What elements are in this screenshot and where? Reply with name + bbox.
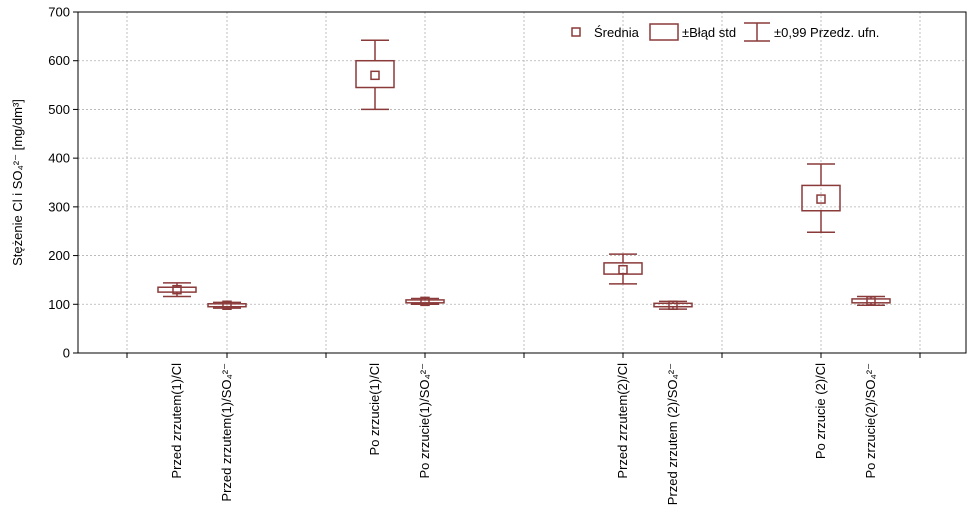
se-box [851,298,891,304]
axes [73,11,967,358]
legend-ci-label: ±0,99 Przedz. ufn. [774,25,879,40]
y-tick-label: 100 [48,297,70,312]
legend-mean-label: Średnia [594,25,640,40]
mean-marker [172,284,182,295]
mean-marker [866,296,876,306]
x-tick-label: Przed zrzutem(1)/Cl [169,363,184,479]
box-group [653,300,693,311]
legend-mean-marker [571,27,581,37]
y-tick-label: 700 [48,5,70,20]
y-axis-label: Stężenie Cl i SO₄²⁻ [mg/dm³] [10,99,25,266]
se-box [801,184,841,212]
se-box [355,59,395,89]
x-tick-label: Po zrzucie(1)/SO₄²⁻ [417,363,432,478]
x-tick-label: Po zrzucie(1)/Cl [367,363,382,456]
x-tick-label: Przed zrzutem(2)/Cl [615,363,630,479]
box-group [851,295,891,307]
box-group [801,163,841,233]
x-tick-label: Po zrzucie (2)/Cl [813,363,828,459]
x-tick-labels: Przed zrzutem(1)/Cl Przed zrzutem(1)/SO₄²… [169,363,878,505]
mean-marker [420,296,430,307]
y-tick-label: 200 [48,248,70,263]
plot-frame [77,11,967,354]
mean-marker [816,194,826,204]
y-tick-label: 300 [48,199,70,214]
x-tick-label: Po zrzucie(2)/SO₄²⁻ [863,363,878,478]
box-group [207,300,247,311]
mean-marker [618,264,628,275]
mean-marker [668,300,678,311]
se-box [653,302,693,308]
mean-marker [370,70,380,81]
box-group [603,253,643,285]
y-tick-label: 500 [48,102,70,117]
box-group [157,282,197,298]
y-tick-labels: 0 100 200 300 400 500 600 700 [48,5,70,361]
legend-se-label: ±Błąd std [682,25,736,40]
grid-lines [78,12,966,353]
y-tick-label: 600 [48,53,70,68]
legend-se-box [649,23,679,41]
x-tick-label: Przed zrzutem(1)/SO₄²⁻ [219,363,234,502]
box-group [355,39,395,111]
y-tick-label: 0 [63,346,70,361]
se-box [207,303,247,308]
se-box [157,286,197,293]
y-axis-title: Stężenie Cl i SO₄²⁻ [mg/dm³] [10,99,25,266]
data-boxes [157,39,891,311]
legend: Średnia ±Błąd std ±0,99 Przedz. ufn. [571,22,879,42]
mean-marker [222,300,232,311]
se-box [405,299,445,304]
y-tick-label: 400 [48,151,70,166]
box-group [405,296,445,307]
x-tick-label: Przed zrzutem (2)/SO₄²⁻ [665,363,680,505]
